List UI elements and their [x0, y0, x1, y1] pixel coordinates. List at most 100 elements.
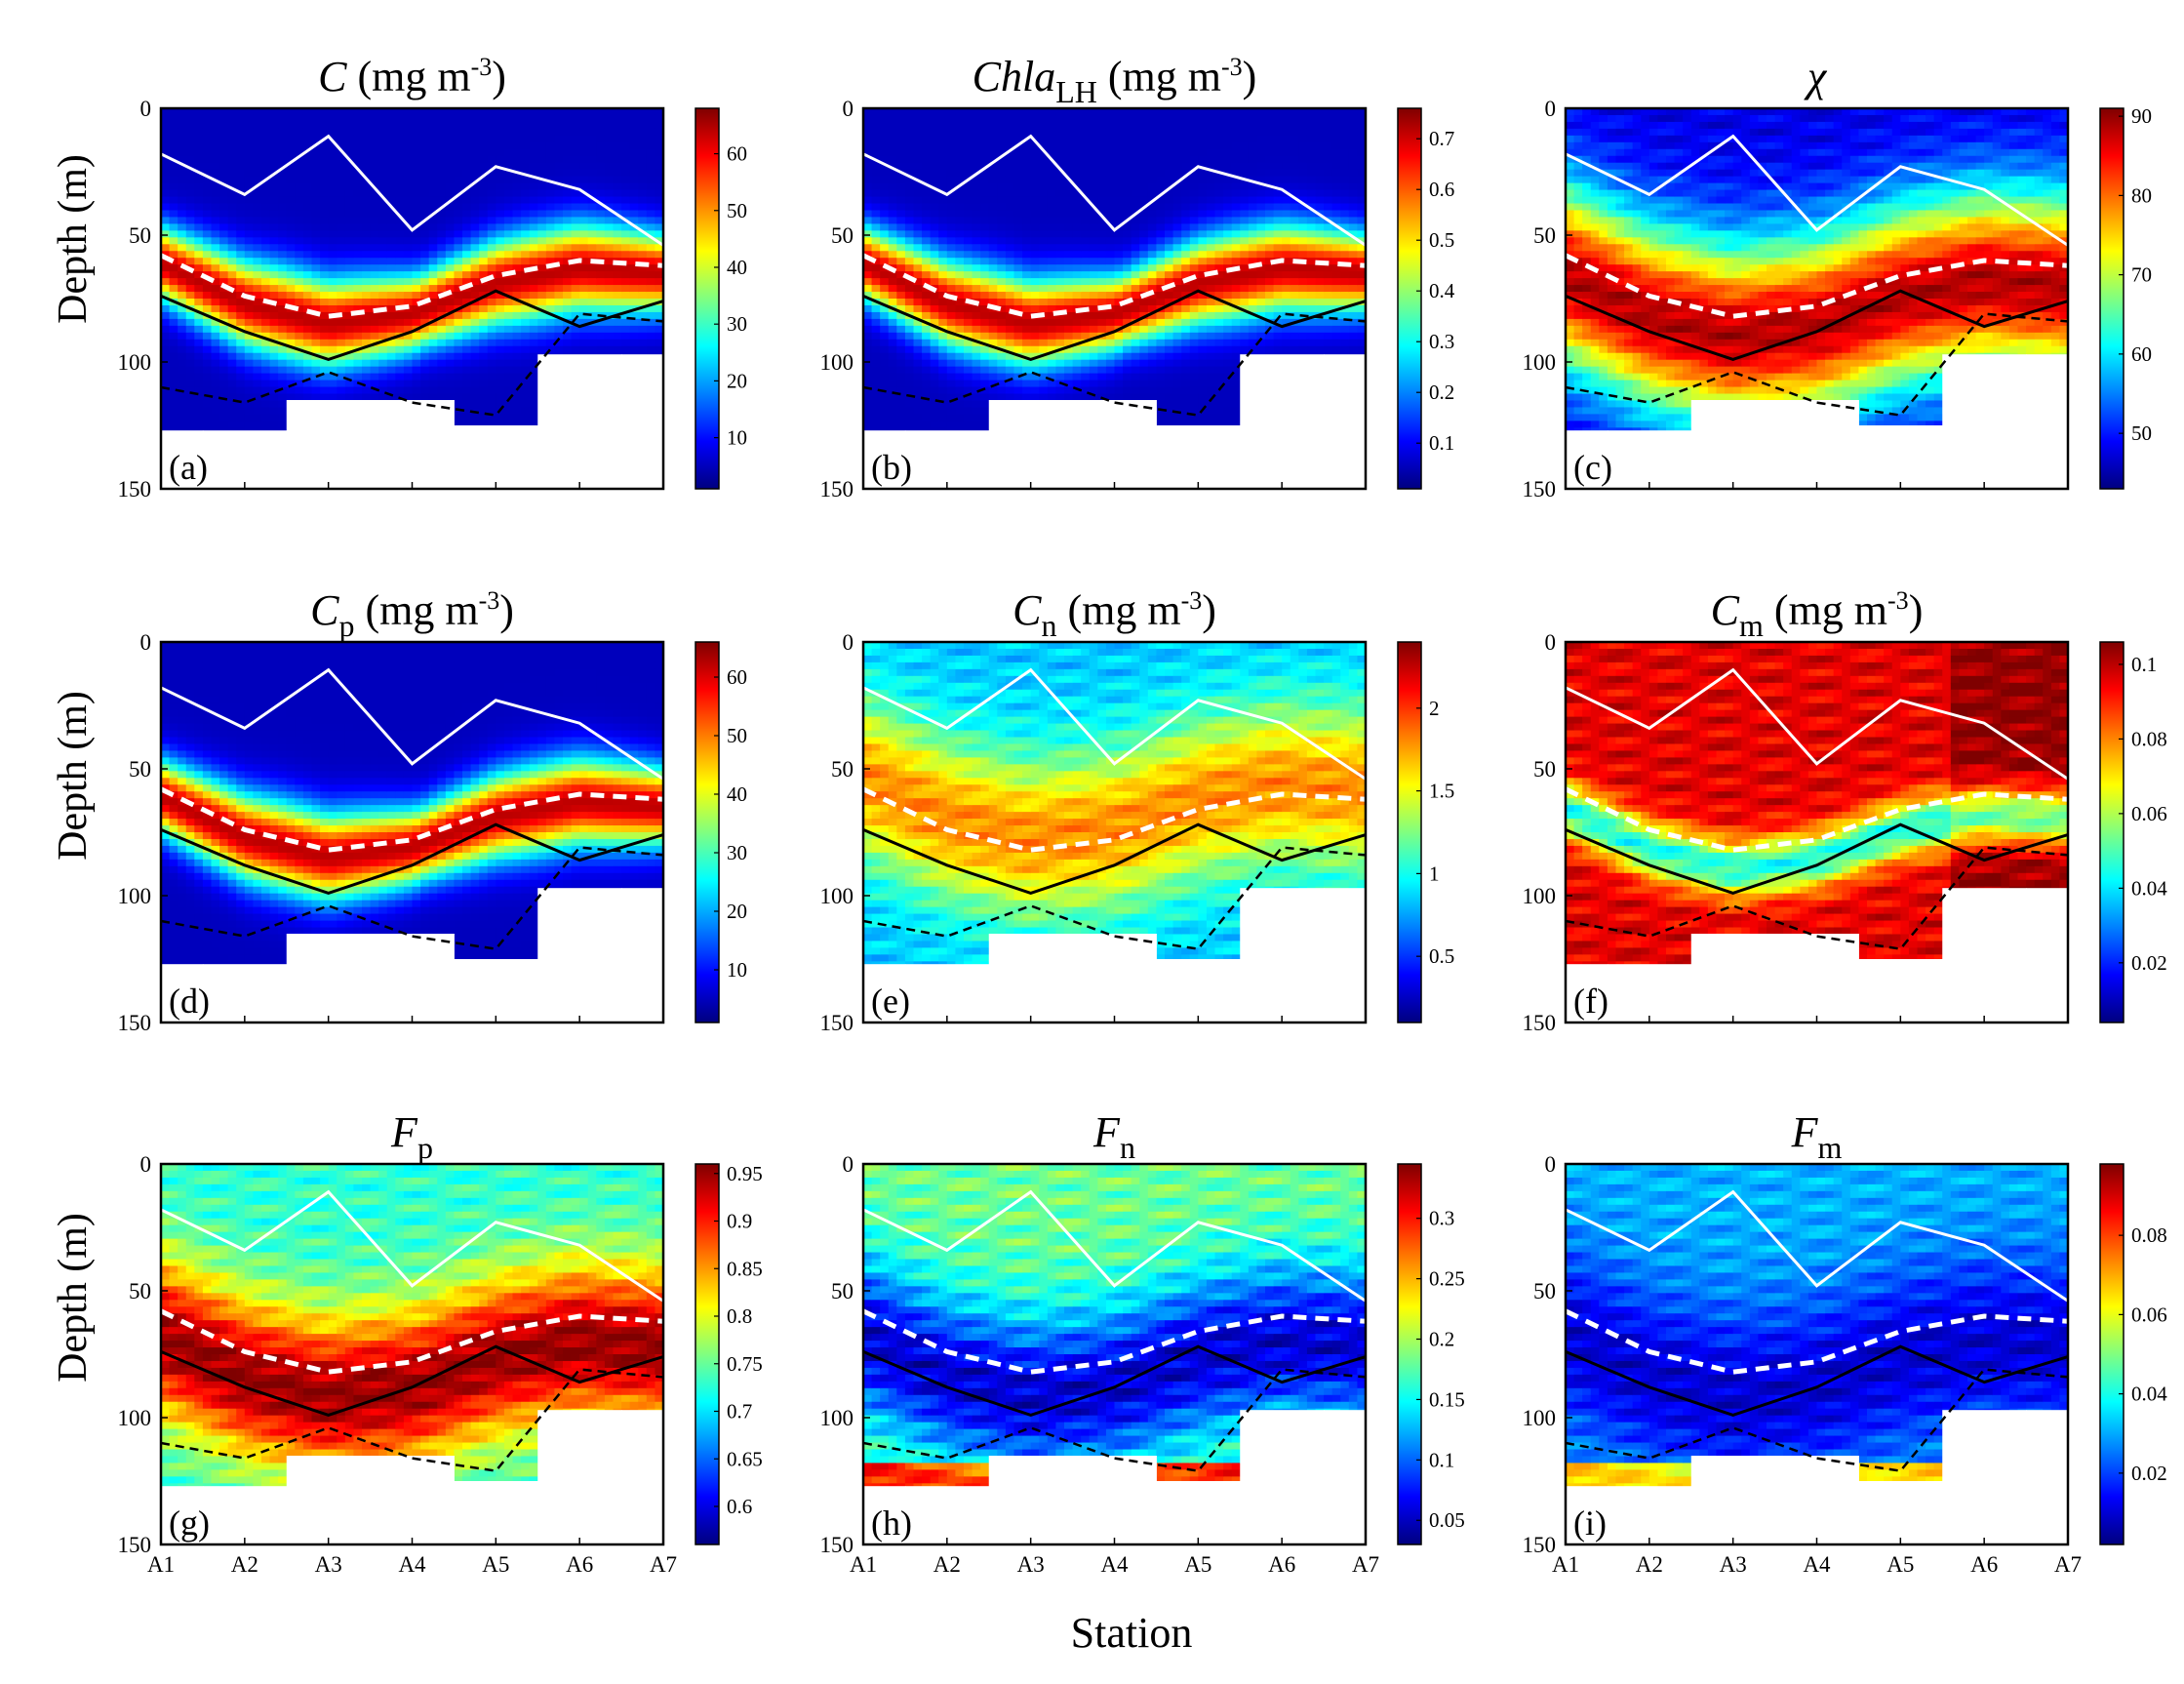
heatmap-cell: [587, 141, 597, 150]
heatmap-cell: [913, 304, 923, 313]
heatmap-cell: [1013, 318, 1023, 327]
heatmap-cell: [537, 278, 547, 286]
heatmap-cell: [219, 217, 229, 224]
heatmap-cell: [629, 176, 639, 184]
heatmap-cell: [938, 217, 948, 224]
heatmap-cell: [922, 373, 932, 381]
bottom-mask: [537, 354, 622, 489]
heatmap-cell: [353, 148, 363, 157]
heatmap-cell: [278, 366, 288, 375]
heatmap-cell: [344, 162, 355, 171]
heatmap-cell: [1013, 380, 1023, 388]
heatmap-cell: [462, 223, 472, 231]
heatmap-cell: [896, 304, 906, 313]
heatmap-cell: [604, 217, 615, 224]
heatmap-cell: [1089, 108, 1098, 116]
heatmap-cell: [227, 271, 237, 279]
heatmap-cell: [403, 135, 414, 143]
heatmap-cell: [579, 135, 589, 143]
heatmap-cell: [871, 162, 881, 171]
heatmap-cell: [587, 176, 597, 184]
heatmap-cell: [428, 169, 438, 178]
heatmap-cell: [896, 311, 906, 320]
heatmap-cell: [261, 421, 271, 428]
heatmap-cell: [1005, 223, 1015, 231]
heatmap-cell: [169, 244, 179, 252]
heatmap-cell: [1097, 141, 1107, 150]
heatmap-cell: [613, 162, 622, 171]
heatmap-cell: [344, 237, 355, 245]
heatmap-cell: [579, 278, 589, 286]
heatmap-cell: [445, 128, 456, 137]
heatmap-cell: [946, 421, 957, 428]
heatmap-cell: [880, 189, 890, 198]
heatmap-cell: [437, 380, 447, 388]
heatmap-cell: [420, 237, 430, 245]
heatmap-cell: [521, 285, 531, 293]
heatmap-cell: [1013, 386, 1023, 395]
heatmap-cell: [521, 292, 531, 300]
heatmap-cell: [227, 278, 237, 286]
heatmap-cell: [227, 121, 237, 130]
heatmap-cell: [253, 217, 262, 224]
heatmap-cell: [328, 318, 338, 327]
heatmap-cell: [470, 304, 480, 313]
heatmap-cell: [629, 196, 639, 205]
heatmap-cell: [545, 148, 556, 157]
heatmap-cell: [938, 230, 948, 238]
heatmap-cell: [930, 366, 939, 375]
heatmap-cell: [278, 332, 288, 341]
heatmap-cell: [479, 135, 489, 143]
heatmap-cell: [1064, 332, 1074, 341]
bottom-mask: [454, 425, 538, 489]
heatmap-cell: [278, 203, 288, 212]
heatmap-cell: [1081, 292, 1091, 300]
heatmap-cell: [629, 271, 639, 279]
heatmap-cell: [161, 414, 171, 421]
heatmap-cell: [211, 332, 220, 341]
heatmap-cell: [278, 285, 288, 293]
heatmap-cell: [646, 148, 656, 157]
heatmap-cell: [386, 285, 396, 293]
heatmap-cell: [454, 148, 463, 157]
heatmap-cell: [286, 155, 296, 164]
heatmap-cell: [529, 393, 538, 402]
heatmap-cell: [1072, 325, 1082, 334]
heatmap-cell: [997, 292, 1007, 300]
heatmap-cell: [579, 318, 589, 327]
heatmap-cell: [302, 196, 313, 205]
heatmap-cell: [1081, 230, 1091, 238]
heatmap-cell: [344, 386, 355, 395]
heatmap-cell: [604, 332, 615, 341]
heatmap-cell: [629, 339, 639, 347]
heatmap-cell: [871, 108, 881, 116]
heatmap-cell: [328, 325, 338, 334]
heatmap-cell: [880, 251, 890, 259]
heatmap-cell: [972, 114, 981, 123]
heatmap-cell: [1081, 299, 1091, 306]
heatmap-cell: [980, 407, 990, 415]
heatmap-cell: [1005, 244, 1015, 252]
heatmap-cell: [871, 400, 881, 409]
heatmap-cell: [955, 278, 965, 286]
heatmap-cell: [571, 148, 580, 157]
heatmap-cell: [445, 244, 456, 252]
heatmap-cell: [863, 155, 873, 164]
heatmap-cell: [1081, 318, 1091, 327]
heatmap-cell: [587, 230, 597, 238]
heatmap-cell: [503, 380, 514, 388]
heatmap-cell: [946, 264, 957, 272]
heatmap-cell: [337, 380, 346, 388]
heatmap-cell: [412, 304, 421, 313]
heatmap-cell: [946, 121, 957, 130]
heatmap-cell: [512, 141, 522, 150]
heatmap-cell: [328, 223, 338, 231]
heatmap-cell: [1064, 230, 1074, 238]
heatmap-cell: [1039, 121, 1049, 130]
heatmap-cell: [571, 128, 580, 137]
heatmap-cell: [579, 210, 589, 219]
heatmap-cell: [629, 278, 639, 286]
heatmap-cell: [938, 304, 948, 313]
heatmap-cell: [955, 264, 965, 272]
heatmap-cell: [1047, 292, 1057, 300]
